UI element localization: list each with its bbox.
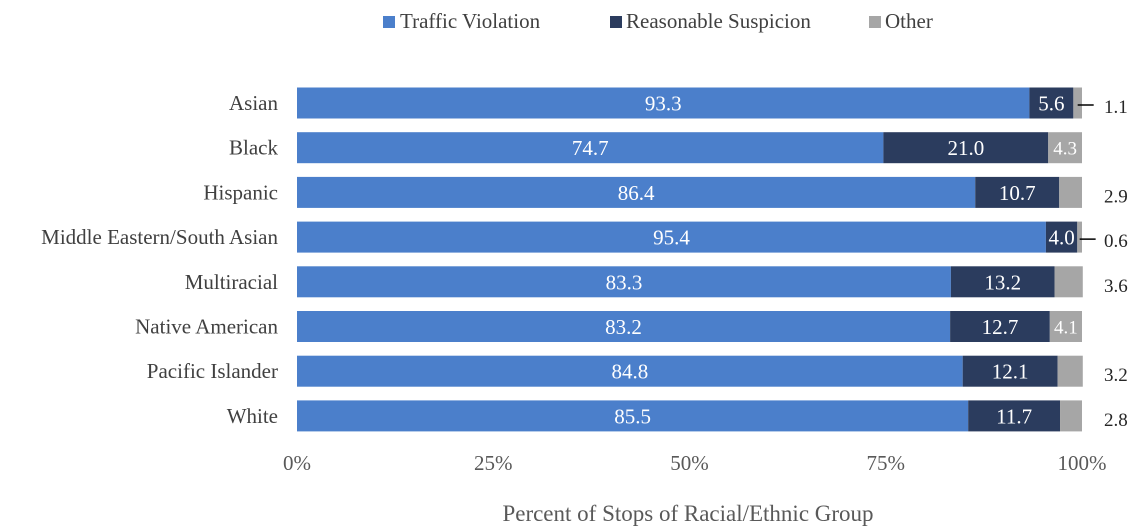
- data-label-traffic-violation: 86.4: [618, 181, 655, 205]
- bar-segment-reasonable-suspicion: [883, 132, 1049, 164]
- data-label-traffic-violation: 83.2: [605, 315, 642, 339]
- legend-label-other: Other: [885, 9, 933, 33]
- x-tick-label: 25%: [474, 451, 513, 475]
- data-label-other: 3.2: [1104, 365, 1128, 386]
- legend-swatch-other: [869, 16, 881, 28]
- data-label-traffic-violation: 74.7: [572, 136, 609, 160]
- data-label-traffic-violation: 83.3: [606, 270, 643, 294]
- bar-segment-other: [1048, 132, 1082, 164]
- x-tick-label: 100%: [1058, 451, 1107, 475]
- category-label-middle-eastern-south-asian: Middle Eastern/South Asian: [41, 225, 278, 249]
- bar-segment-other: [1060, 400, 1082, 432]
- data-label-reasonable-suspicion: 13.2: [984, 270, 1021, 294]
- bar-segment-reasonable-suspicion: [950, 311, 1050, 342]
- legend-swatch-traffic-violation: [383, 16, 395, 28]
- data-label-other: 3.6: [1104, 276, 1128, 297]
- data-label-traffic-violation: 84.8: [611, 360, 648, 384]
- bar-segment-other: [1059, 176, 1082, 208]
- data-label-reasonable-suspicion: 10.7: [999, 181, 1036, 205]
- category-label-hispanic: Hispanic: [203, 180, 278, 204]
- legend: Traffic Violation Reasonable Suspicion Oth…: [383, 9, 933, 33]
- data-label-other: 4.1: [1054, 318, 1078, 339]
- category-axis: Asian Black Hispanic Middle Eastern/South A…: [41, 91, 278, 428]
- category-label-white: White: [227, 404, 278, 428]
- legend-item-reasonable-suspicion: Reasonable Suspicion: [610, 9, 811, 33]
- bar-segment-other: [1049, 311, 1082, 342]
- category-label-pacific-islander: Pacific Islander: [147, 359, 278, 383]
- x-tick-label: 50%: [670, 451, 709, 475]
- category-label-black: Black: [229, 136, 278, 160]
- bar-row-native-american: 83.2 12.7 4.1: [297, 311, 1082, 342]
- bar-row-multiracial: 83.3 13.2 3.6: [297, 266, 1128, 298]
- category-label-asian: Asian: [229, 91, 278, 115]
- bar-segment-reasonable-suspicion: [1045, 221, 1078, 253]
- data-label-other: 1.1: [1104, 97, 1128, 118]
- bar-segment-traffic-violation: [297, 266, 951, 298]
- bar-segment-reasonable-suspicion: [962, 355, 1058, 387]
- bar-segment-reasonable-suspicion: [1029, 87, 1074, 119]
- bar-row-asian: 93.3 5.6 1.1: [297, 87, 1128, 119]
- bar-segment-traffic-violation: [297, 400, 969, 432]
- data-label-reasonable-suspicion: 11.7: [996, 404, 1032, 428]
- data-label-traffic-violation: 93.3: [645, 92, 682, 116]
- data-label-traffic-violation: 85.5: [614, 404, 651, 428]
- data-label-reasonable-suspicion: 4.0: [1048, 226, 1074, 250]
- data-label-other: 2.9: [1104, 186, 1128, 207]
- data-label-other: 0.6: [1104, 231, 1128, 252]
- bar-row-pacific-islander: 84.8 12.1 3.2: [297, 355, 1128, 387]
- data-label-reasonable-suspicion: 12.1: [992, 360, 1029, 384]
- bar-segment-traffic-violation: [297, 311, 951, 342]
- bar-segment-traffic-violation: [297, 132, 884, 164]
- bar-segment-other: [1077, 221, 1082, 253]
- x-tick-label: 0%: [283, 451, 311, 475]
- x-axis: 0% 25% 50% 75% 100%: [283, 451, 1107, 475]
- x-axis-title: Percent of Stops of Racial/Ethnic Group: [502, 501, 873, 526]
- bar-segment-other: [1054, 266, 1083, 298]
- bar-segment-traffic-violation: [297, 176, 976, 208]
- legend-item-other: Other: [869, 9, 933, 33]
- data-label-reasonable-suspicion: 21.0: [947, 136, 984, 160]
- bar-row-black: 74.7 21.0 4.3: [297, 132, 1082, 164]
- bar-row-white: 85.5 11.7 2.8: [297, 400, 1128, 432]
- bar-segment-other: [1073, 87, 1082, 119]
- legend-label-reasonable-suspicion: Reasonable Suspicion: [626, 9, 811, 33]
- data-label-reasonable-suspicion: 12.7: [982, 315, 1019, 339]
- bar-segment-reasonable-suspicion: [975, 176, 1060, 208]
- data-label-traffic-violation: 95.4: [653, 226, 690, 250]
- bar-segment-reasonable-suspicion: [950, 266, 1055, 298]
- legend-label-traffic-violation: Traffic Violation: [400, 9, 541, 33]
- legend-item-traffic-violation: Traffic Violation: [383, 9, 541, 33]
- bar-row-hispanic: 86.4 10.7 2.9: [297, 176, 1128, 208]
- legend-swatch-reasonable-suspicion: [610, 16, 622, 28]
- data-label-other: 2.8: [1104, 410, 1128, 431]
- x-tick-label: 75%: [867, 451, 906, 475]
- category-label-multiracial: Multiracial: [185, 270, 278, 294]
- plot-area: 93.3 5.6 1.1 74.7 21.0 4.3 86.4 10.7 2.9 95.4 4.0 0…: [297, 87, 1128, 432]
- bar-segment-reasonable-suspicion: [968, 400, 1061, 432]
- bar-row-middle-eastern-south-asian: 95.4 4.0 0.6: [297, 221, 1128, 253]
- data-label-other: 4.3: [1053, 139, 1077, 160]
- bar-segment-other: [1057, 355, 1083, 387]
- bar-segment-traffic-violation: [297, 221, 1046, 253]
- bar-segment-traffic-violation: [297, 87, 1030, 119]
- data-label-reasonable-suspicion: 5.6: [1038, 92, 1064, 116]
- category-label-native-american: Native American: [135, 315, 278, 339]
- bar-segment-traffic-violation: [297, 355, 963, 387]
